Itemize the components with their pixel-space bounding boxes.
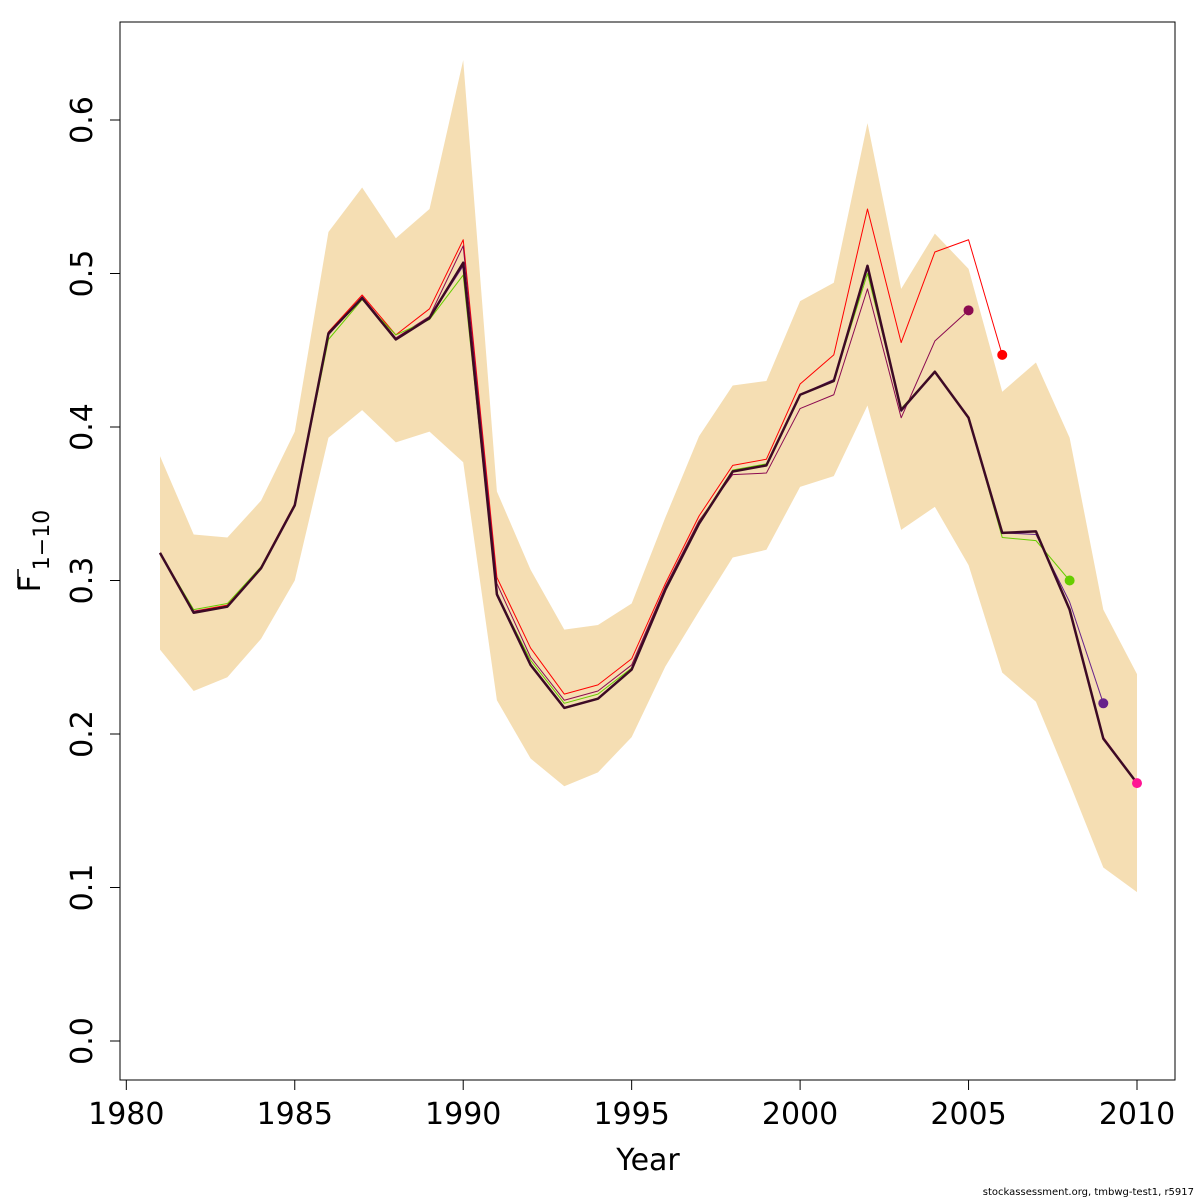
- x-tick-label: 1990: [425, 1097, 501, 1132]
- series-end-point-5: [1132, 778, 1142, 789]
- y-tick-label: 0.5: [65, 250, 100, 298]
- x-tick-label: 1995: [593, 1097, 669, 1132]
- y-axis-title-subscript: 1−10: [30, 510, 55, 570]
- x-axis-title: Year: [615, 1143, 680, 1178]
- confidence-band-layer: [160, 60, 1137, 893]
- x-axis: 1980 1985 1990 1995 2000 2005 2010: [88, 1079, 1175, 1132]
- x-tick-label: 1980: [88, 1097, 164, 1132]
- y-axis-title: F 1−10: [13, 510, 55, 593]
- y-tick-label: 0.3: [65, 557, 100, 605]
- y-tick-label: 0.0: [65, 1017, 100, 1065]
- series-end-point-2: [963, 305, 974, 316]
- x-tick-label: 2005: [930, 1097, 1006, 1132]
- y-axis: 0.0 0.1 0.2 0.3 0.4 0.5 0.6: [65, 96, 121, 1065]
- series-end-point-4: [1098, 698, 1109, 709]
- series-line-6: [158, 261, 1138, 784]
- y-axis-title-main: F: [13, 575, 48, 592]
- series-end-point-1: [997, 349, 1008, 360]
- end-points-layer: [963, 305, 1142, 789]
- y-tick-label: 0.4: [65, 403, 100, 451]
- series-end-point-3: [1064, 575, 1075, 586]
- y-tick-label: 0.2: [65, 710, 100, 758]
- series-layer: [158, 208, 1138, 784]
- footer-credit: stockassessment.org, tmbwg-test1, r5917: [982, 1187, 1194, 1198]
- x-tick-label: 2000: [762, 1097, 838, 1132]
- confidence-band: [160, 60, 1137, 893]
- y-tick-label: 0.6: [65, 96, 100, 144]
- x-tick-label: 2010: [1099, 1097, 1175, 1132]
- y-tick-label: 0.1: [65, 864, 100, 912]
- x-tick-label: 1985: [257, 1097, 333, 1132]
- svg-text:F 1−10: F 1−10: [13, 510, 55, 593]
